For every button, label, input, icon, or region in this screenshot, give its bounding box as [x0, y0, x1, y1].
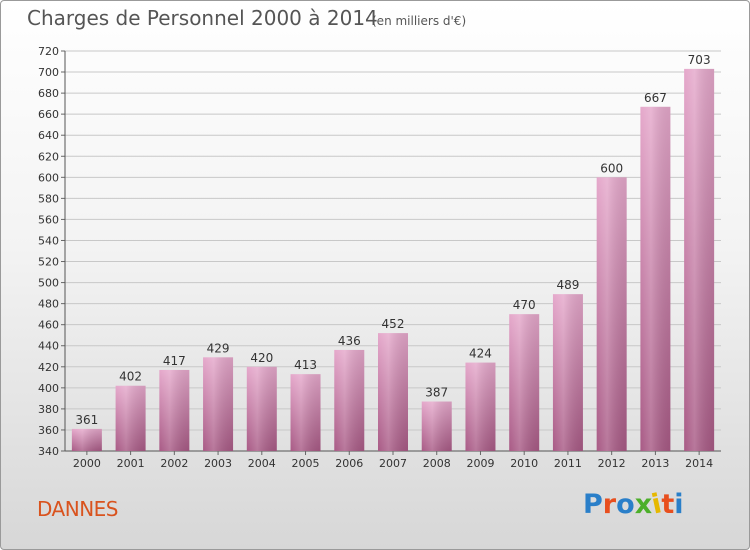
bar-shine — [203, 357, 234, 451]
bar-shine — [334, 349, 365, 451]
y-tick-label: 440 — [38, 340, 59, 353]
bars — [71, 68, 715, 451]
proxiti-logo: Proxiti — [583, 488, 684, 520]
bar-shine — [465, 362, 496, 451]
y-tick-label: 660 — [38, 108, 59, 121]
x-tick-label: 2001 — [117, 457, 145, 470]
x-tick-label: 2002 — [160, 457, 188, 470]
bar-shine — [640, 106, 671, 451]
commune-name: DANNES — [37, 497, 118, 521]
logo-letter: P — [583, 489, 603, 520]
bar-value-label: 420 — [250, 351, 273, 365]
x-tick-labels: 2000 2001 2002 2003 2004 2005 2006 2007 2008 2009… — [73, 451, 713, 470]
y-tick-label: 520 — [38, 256, 59, 269]
x-tick-label: 2011 — [554, 457, 582, 470]
x-tick-label: 2003 — [204, 457, 232, 470]
bar-value-label: 429 — [207, 341, 230, 355]
bar-shine — [552, 294, 583, 451]
bar-value-label: 470 — [513, 298, 536, 312]
x-tick-label: 2010 — [510, 457, 538, 470]
y-tick-label: 640 — [38, 129, 59, 142]
logo-letter: o — [616, 489, 635, 520]
bar-shine — [378, 333, 408, 451]
x-tick-label: 2000 — [73, 457, 101, 470]
x-tick-label: 2005 — [292, 457, 320, 470]
bar-shine — [290, 374, 321, 451]
y-tick-label: 420 — [38, 361, 59, 374]
bar-shine — [115, 385, 146, 451]
chart-subtitle: (en milliers d'€) — [372, 14, 467, 28]
bar-shine — [421, 401, 452, 451]
x-tick-label: 2012 — [598, 457, 626, 470]
y-tick-label: 540 — [38, 234, 59, 247]
y-tick-label: 680 — [38, 87, 59, 100]
bar-value-label: 703 — [688, 53, 711, 67]
logo-letter: r — [602, 489, 617, 520]
bar-value-label: 424 — [469, 347, 492, 361]
bar-value-label: 417 — [163, 354, 186, 368]
x-tick-label: 2008 — [423, 457, 451, 470]
bar-value-label: 452 — [382, 317, 405, 331]
bar-value-label: 436 — [338, 334, 361, 348]
y-tick-label: 500 — [38, 277, 59, 290]
y-tick-label: 560 — [38, 213, 59, 226]
logo-letter: i — [674, 489, 684, 520]
bar-value-label: 489 — [556, 278, 579, 292]
x-tick-label: 2014 — [685, 457, 713, 470]
x-tick-label: 2013 — [641, 457, 669, 470]
bar-shine — [159, 369, 190, 451]
bar-value-label: 413 — [294, 358, 317, 372]
y-tick-label: 460 — [38, 319, 59, 332]
logo-letter: t — [661, 489, 675, 520]
chart-title: Charges de Personnel 2000 à 2014 — [27, 6, 378, 30]
bar-value-label: 667 — [644, 91, 667, 105]
y-tick-label: 700 — [38, 66, 59, 79]
bar-shine — [684, 68, 715, 451]
y-tick-labels: 340 360 380 400 420 440 460 480 500 520 540 560 580 6… — [38, 45, 59, 458]
bar-value-label: 402 — [119, 370, 142, 384]
y-tick-label: 580 — [38, 192, 59, 205]
y-tick-label: 480 — [38, 298, 59, 311]
bar-value-label: 361 — [75, 413, 98, 427]
x-tick-label: 2009 — [466, 457, 494, 470]
y-tick-label: 600 — [38, 171, 59, 184]
y-tick-label: 620 — [38, 150, 59, 163]
y-tick-label: 360 — [38, 424, 59, 437]
y-tick-label: 720 — [38, 45, 59, 58]
bar-shine — [596, 177, 627, 451]
bar-shine — [71, 428, 102, 451]
bar-value-label: 600 — [600, 161, 623, 175]
x-tick-label: 2006 — [335, 457, 363, 470]
bar-shine — [246, 366, 277, 451]
y-tick-label: 380 — [38, 403, 59, 416]
value-labels: 361 402 417 429 420 413 436 452 387 424 470 489 600 6… — [75, 53, 710, 427]
logo-letter: x — [634, 489, 653, 520]
y-tick-label: 400 — [38, 382, 59, 395]
bar-value-label: 387 — [425, 386, 448, 400]
y-tick-label: 340 — [38, 445, 59, 458]
bar-shine — [509, 314, 540, 451]
x-tick-label: 2004 — [248, 457, 276, 470]
x-tick-label: 2007 — [379, 457, 407, 470]
